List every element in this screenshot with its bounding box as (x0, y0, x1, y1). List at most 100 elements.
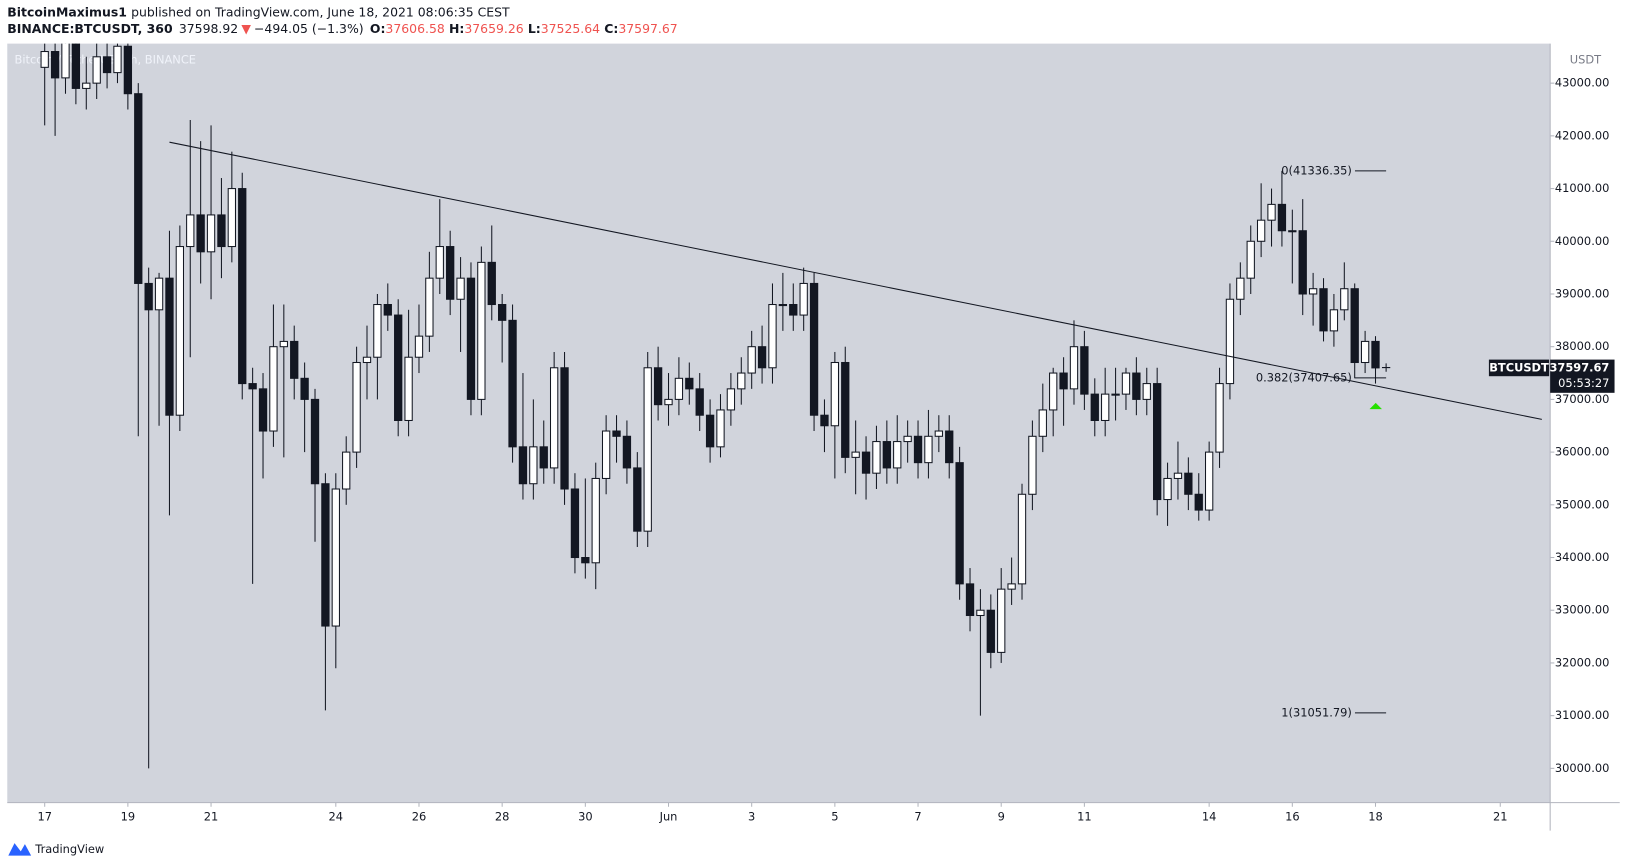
candle-body (1371, 340, 1380, 369)
x-tick-label: 3 (748, 810, 755, 824)
candle-body (1340, 288, 1349, 311)
candle-body (976, 609, 985, 617)
candle-body (778, 304, 788, 307)
candle-body (830, 361, 840, 427)
y-tick-label: 37000.00 (1555, 392, 1609, 406)
candle-body (1288, 230, 1297, 233)
candle-body (549, 367, 559, 469)
plot-area (7, 43, 1551, 803)
candle-body (144, 282, 153, 311)
change: −494.05 (−1.3%) (254, 21, 364, 36)
fib-label: 1(31051.79) (1281, 705, 1352, 719)
candle-body (227, 188, 236, 248)
x-tick-label: Jun (659, 810, 678, 824)
symbol: BINANCE:BTCUSDT, 360 (7, 21, 173, 36)
x-tick-label: 9 (998, 810, 1005, 824)
candle-body (653, 367, 663, 406)
candle-body (560, 367, 569, 490)
x-tick-label: 21 (1493, 810, 1508, 824)
candle-body (685, 377, 694, 390)
candle-body (674, 377, 684, 400)
candle-body (997, 588, 1006, 653)
candle-body (1153, 383, 1162, 501)
arrow: ▼ (241, 21, 251, 36)
candle-body (872, 441, 881, 474)
tradingview-logo (8, 843, 32, 856)
footer: TradingView (34, 842, 104, 856)
candle-body (1215, 383, 1224, 453)
candle-body (300, 377, 309, 400)
candle-body (498, 304, 507, 321)
candle-body (40, 51, 49, 68)
candle-body (1163, 477, 1172, 501)
candle-body (466, 277, 476, 400)
candle-body (373, 304, 382, 358)
candle-body (394, 314, 403, 422)
l-label: L: (528, 21, 541, 36)
signal-marker (1369, 402, 1382, 410)
trendline (169, 141, 1542, 420)
candle-body (1069, 346, 1079, 390)
y-tick-label: 30000.00 (1555, 761, 1609, 775)
candle-body (102, 56, 112, 74)
candle-body (1308, 288, 1318, 295)
candle-body (622, 435, 632, 469)
crosshair (1381, 363, 1391, 372)
candle-body (1059, 372, 1068, 390)
x-tick-label: 7 (914, 810, 921, 824)
x-tick-label: 28 (495, 810, 510, 824)
h: 37659.26 (464, 21, 523, 36)
candle-body (726, 388, 736, 411)
candle-body (861, 451, 871, 474)
c-label: C: (604, 21, 618, 36)
y-tick-label: 32000.00 (1555, 655, 1609, 669)
candle-body (1236, 277, 1245, 300)
candle-body (238, 188, 247, 385)
candle-body (508, 319, 517, 448)
fib-label: 0.382(37407.65) (1256, 370, 1352, 384)
candle-body (934, 430, 943, 437)
candle-body (789, 304, 798, 316)
symbol-tag: BTCUSDT (1489, 360, 1549, 374)
candle-body (186, 214, 195, 248)
candle-body (716, 409, 725, 448)
y-tick-label: 39000.00 (1555, 286, 1609, 300)
candle-body (820, 414, 829, 427)
candle-body (279, 340, 288, 348)
x-tick-label: 17 (37, 810, 52, 824)
candle-body (518, 446, 528, 485)
candle-body (539, 446, 548, 469)
candle-body (258, 388, 268, 432)
y-tick-label: 42000.00 (1555, 128, 1609, 142)
candle-body (747, 346, 756, 374)
x-tick-label: 19 (121, 810, 136, 824)
candle-body (82, 82, 91, 89)
candle-body (71, 43, 81, 89)
x-tick-label: 30 (578, 810, 593, 824)
published: published on TradingView.com, June 18, 2… (131, 4, 510, 19)
candle-body (342, 451, 351, 490)
candle-body (955, 462, 964, 585)
candle-body (1204, 451, 1214, 511)
candle-body (1277, 203, 1287, 232)
candle-body (321, 483, 330, 627)
x-tick-label: 5 (831, 810, 838, 824)
candle-body (903, 435, 912, 443)
candle-body (1132, 372, 1141, 400)
candle-body (217, 214, 226, 248)
y-tick-label: 40000.00 (1555, 234, 1609, 248)
candle-body (61, 43, 70, 79)
x-tick-label: 14 (1202, 810, 1217, 824)
candle-body (1267, 203, 1276, 221)
x-tick-label: 16 (1285, 810, 1300, 824)
o-label: O: (370, 21, 386, 36)
candle-body (1329, 309, 1339, 332)
candle-body (1111, 393, 1120, 396)
candle-body (331, 488, 340, 627)
candle-body (425, 277, 434, 337)
candle-body (92, 56, 101, 84)
fib-label: 0(41336.35) (1281, 163, 1352, 177)
candle-body (1080, 346, 1089, 395)
candle-body (165, 277, 174, 416)
